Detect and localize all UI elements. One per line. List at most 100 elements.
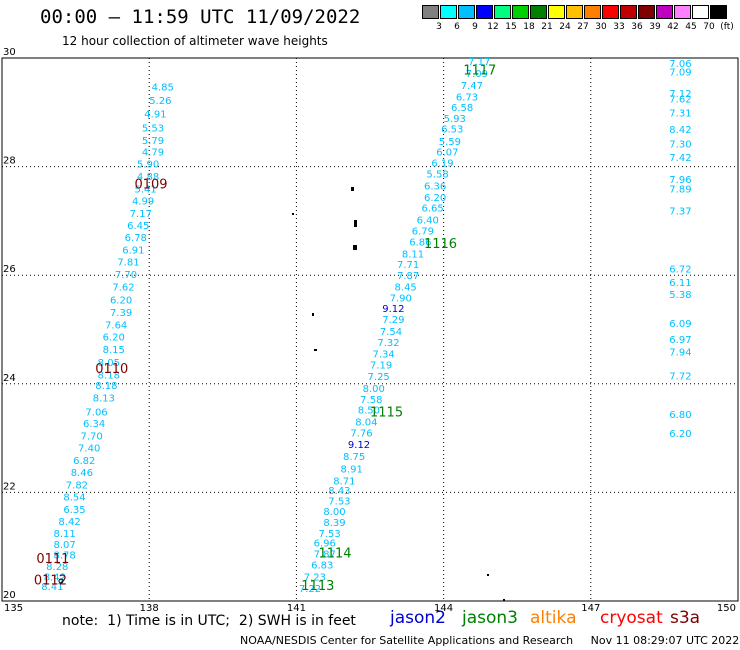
wave-height-value: 6.65 [422, 204, 444, 215]
wave-height-value: 8.43 [328, 486, 350, 497]
wave-height-value: 7.19 [370, 361, 392, 372]
wave-height-value: 6.97 [669, 335, 691, 346]
pass-time-label: 0109 [134, 177, 167, 192]
wave-height-value: 7.17 [468, 57, 490, 68]
wave-height-value: 6.53 [441, 124, 463, 135]
wave-height-value: 7.06 [85, 407, 107, 418]
wave-height-value: 8.11 [402, 249, 424, 260]
legend-swatch [422, 5, 439, 19]
wave-height-value: 8.00 [363, 384, 385, 395]
pass-time-label: 1116 [424, 237, 457, 252]
land-speck [314, 349, 317, 351]
satellite-jason2: jason2 [390, 608, 446, 628]
legend-swatch [692, 5, 709, 19]
legend-label: 21 [541, 22, 553, 32]
wave-height-value: 8.78 [54, 551, 76, 562]
wave-height-value: 7.94 [669, 348, 691, 359]
wave-height-value: 6.09 [669, 319, 691, 330]
legend-label: (ft) [720, 22, 734, 32]
wave-height-value: 8.41 [41, 582, 63, 593]
wave-height-value: 8.54 [63, 493, 85, 504]
wave-height-value: 7.32 [377, 338, 399, 349]
wave-height-value: 6.58 [451, 103, 473, 114]
wave-height-value: 7.17 [130, 209, 152, 220]
wave-height-value: 8.42 [58, 517, 80, 528]
wave-height-value: 7.53 [318, 529, 340, 540]
wave-height-value: 6.19 [431, 159, 453, 170]
point-marker [58, 578, 64, 584]
wave-height-value: 6.20 [103, 332, 125, 343]
wave-height-value: 7.23 [304, 572, 326, 583]
pass-time-label: 0112 [34, 574, 67, 589]
legend-label: 30 [595, 22, 607, 32]
legend-swatch [476, 5, 493, 19]
legend-swatch [548, 5, 565, 19]
legend-swatch [674, 5, 691, 19]
wave-height-value: 7.96 [669, 175, 691, 186]
legend-swatch [656, 5, 673, 19]
wave-height-value: 6.07 [436, 148, 458, 159]
track-layer: 8.418.428.288.788.078.118.426.358.547.82… [34, 14, 692, 595]
wave-height-value: 6.96 [314, 539, 336, 550]
wave-height-value: 6.72 [669, 264, 691, 275]
y-tick-label: 20 [3, 590, 16, 601]
wave-height-value: 6.79 [412, 226, 434, 237]
wave-height-value: 8.42 [669, 125, 691, 136]
wave-height-value: 6.86 [409, 237, 431, 248]
wave-height-value: 8.18 [95, 381, 117, 392]
wave-height-value: 5.59 [439, 137, 461, 148]
land-speck [312, 313, 314, 316]
wave-height-value: 6.34 [83, 419, 105, 430]
wave-height-value: 6.45 [127, 221, 149, 232]
wave-height-value: 7.71 [397, 260, 419, 271]
pass-time-label: 0110 [95, 362, 128, 377]
wave-height-value: 8.11 [54, 529, 76, 540]
wave-height-value: 4.91 [144, 110, 166, 121]
wave-height-value: 7.58 [360, 395, 382, 406]
wave-height-value: 4.79 [142, 148, 164, 159]
legend-label: 18 [523, 22, 535, 32]
wave-height-value: 8.91 [341, 464, 363, 475]
legend-swatch [494, 5, 511, 19]
wave-height-value: 8.15 [103, 345, 125, 356]
legend-label: 3 [436, 22, 442, 32]
wave-height-value: 7.34 [372, 350, 394, 361]
y-tick-label: 26 [3, 264, 16, 275]
wave-height-value: 7.70 [115, 270, 137, 281]
legend-label: 36 [631, 22, 643, 32]
y-tick-label: 30 [3, 47, 16, 58]
wave-height-value: 8.13 [93, 394, 115, 405]
x-tick-label: 135 [4, 603, 23, 614]
legend-label: 9 [472, 22, 478, 32]
wave-height-value: 8.28 [46, 562, 68, 573]
land-speck [353, 245, 357, 250]
satellite-s3a: s3a [670, 608, 701, 628]
legend-swatch [512, 5, 529, 19]
pass-time-label: 1115 [370, 405, 403, 420]
wave-height-value: 7.09 [466, 69, 488, 80]
land-speck [354, 220, 357, 227]
legend-label: 12 [487, 22, 499, 32]
wave-height-value: 6.36 [424, 181, 446, 192]
wave-height-value: 6.82 [73, 456, 95, 467]
wave-height-value: 7.47 [461, 81, 483, 92]
satellite-jason3: jason3 [462, 608, 518, 628]
wave-height-value: 6.63 [480, 14, 502, 25]
legend-label: 42 [667, 22, 679, 32]
land-speck [351, 187, 354, 191]
wave-height-value: 7.29 [382, 315, 404, 326]
wave-height-value: 7.87 [314, 550, 336, 561]
wave-height-value: 7.30 [669, 140, 691, 151]
wave-height-value: 8.50 [358, 406, 380, 417]
chart-subtitle: 12 hour collection of altimeter wave hei… [62, 34, 328, 48]
wave-height-value: 5.38 [669, 290, 691, 301]
legend-label: 39 [649, 22, 661, 32]
legend-swatch [458, 5, 475, 19]
x-tick-label: 150 [717, 603, 736, 614]
wave-height-value: 7.42 [669, 153, 691, 164]
wave-height-value: 7.40 [78, 444, 100, 455]
land-speck [503, 599, 505, 601]
wave-height-value: 5.26 [149, 96, 171, 107]
legend-label: 15 [505, 22, 517, 32]
